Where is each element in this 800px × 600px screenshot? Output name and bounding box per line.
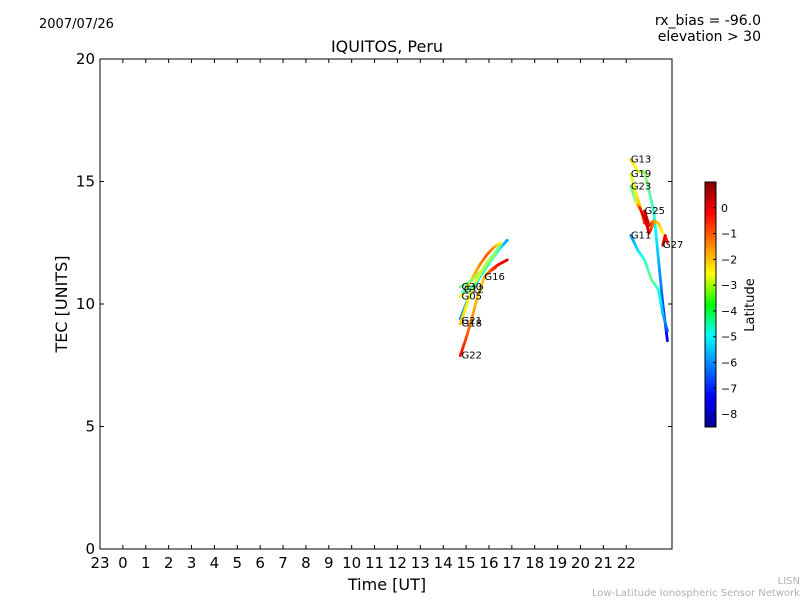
- colorbar-tick-label: −1: [721, 228, 737, 241]
- y-tick-label: 15: [76, 173, 95, 191]
- x-tick-label: 12: [388, 554, 407, 572]
- x-tick-label: 18: [525, 554, 544, 572]
- colorbar-tick-label: −6: [721, 357, 737, 370]
- satellite-label-g27: G27: [663, 240, 683, 251]
- y-axis-ticks: 0 5 10 15 20: [76, 50, 672, 558]
- data-point: [505, 258, 509, 262]
- x-axis-label: Time [UT]: [347, 575, 426, 594]
- x-tick-label: 1: [141, 554, 151, 572]
- series-g13: [629, 158, 669, 343]
- x-tick-label: 3: [187, 554, 197, 572]
- colorbar-tick-label: −4: [721, 305, 737, 318]
- y-tick-label: 20: [76, 50, 95, 68]
- y-axis-label: TEC [UNITS]: [52, 256, 71, 354]
- x-tick-label: 6: [255, 554, 265, 572]
- satellite-label-g13: G13: [631, 154, 651, 165]
- series-g23: [629, 185, 656, 235]
- satellite-label-g18: G18: [462, 319, 482, 330]
- y-tick-label: 0: [85, 540, 95, 558]
- x-tick-label: 10: [342, 554, 361, 572]
- date-label: 2007/07/26: [39, 17, 114, 32]
- series-g12: [461, 283, 477, 294]
- colorbar-tick-label: −2: [721, 253, 737, 266]
- x-tick-label: 11: [365, 554, 384, 572]
- colorbar-tick-label: −5: [721, 331, 737, 344]
- x-tick-label: 8: [301, 554, 311, 572]
- colorbar-tick-label: −3: [721, 279, 737, 292]
- satellite-label-g16: G16: [484, 272, 504, 283]
- bias-label: rx_bias = -96.0: [654, 13, 761, 29]
- series-g11: [629, 234, 669, 333]
- x-tick-label: 23: [90, 554, 109, 572]
- series-g16: [482, 265, 498, 279]
- data-point: [666, 339, 669, 343]
- x-tick-label: 13: [411, 554, 430, 572]
- satellite-label-g11: G11: [631, 230, 651, 241]
- x-tick-label: 19: [548, 554, 567, 572]
- footer-line1: LISN: [777, 576, 800, 587]
- plot-frame: [99, 58, 673, 550]
- series-g30: [458, 270, 482, 289]
- satellite-label-g23: G23: [631, 181, 651, 192]
- satellite-label-g12: G12: [464, 284, 484, 295]
- data-point: [505, 238, 509, 242]
- data-point: [661, 231, 665, 235]
- x-tick-label: 15: [457, 554, 476, 572]
- data-point: [494, 265, 498, 269]
- x-tick-label: 16: [479, 554, 498, 572]
- x-tick-label: 9: [324, 554, 334, 572]
- data-point: [499, 241, 502, 245]
- colorbar-ticks: 0 −1 −2 −3 −4 −5 −6 −7 −8: [713, 202, 737, 421]
- satellite-label-g21: G21: [462, 316, 482, 327]
- x-tick-label: 2: [164, 554, 174, 572]
- x-axis-ticks: 23 0 1 2 3 4 5 6 7 8 9 10 11 12 13 14 15 16 17 18 19 20 21 22: [90, 59, 636, 572]
- x-tick-label: 20: [571, 554, 590, 572]
- x-tick-label: 5: [233, 554, 243, 572]
- series-layer: [458, 158, 669, 357]
- elevation-label: elevation > 30: [657, 29, 761, 45]
- chart-title: IQUITOS, Peru: [331, 37, 443, 56]
- satellite-label-g19: G19: [631, 169, 651, 180]
- x-tick-label: 21: [594, 554, 613, 572]
- colorbar-tick-label: −8: [721, 408, 737, 421]
- x-tick-label: 22: [617, 554, 636, 572]
- footer-line2: Low-Latitude Ionospheric Sensor Network: [592, 588, 800, 599]
- colorbar: [704, 181, 717, 428]
- colorbar-tick-label: 0: [721, 202, 728, 215]
- colorbar-label: Latitude: [743, 278, 758, 332]
- data-point: [666, 329, 669, 333]
- satellite-label-g30: G30: [462, 282, 482, 293]
- y-tick-label: 10: [76, 295, 95, 313]
- x-tick-label: 7: [278, 554, 288, 572]
- x-tick-label: 14: [434, 554, 453, 572]
- x-tick-label: 4: [210, 554, 220, 572]
- colorbar-tick-label: −7: [721, 382, 737, 395]
- series-g27: [661, 234, 669, 247]
- data-point: [666, 241, 669, 245]
- x-tick-label: 17: [502, 554, 521, 572]
- satellite-label-g05: G05: [462, 292, 482, 303]
- satellite-label-g22: G22: [462, 350, 482, 361]
- satellite-label-g25: G25: [645, 206, 665, 217]
- data-point: [478, 270, 482, 274]
- series-g25: [643, 209, 665, 235]
- x-tick-label: 0: [118, 554, 128, 572]
- data-point: [473, 283, 477, 286]
- y-tick-label: 5: [85, 418, 95, 436]
